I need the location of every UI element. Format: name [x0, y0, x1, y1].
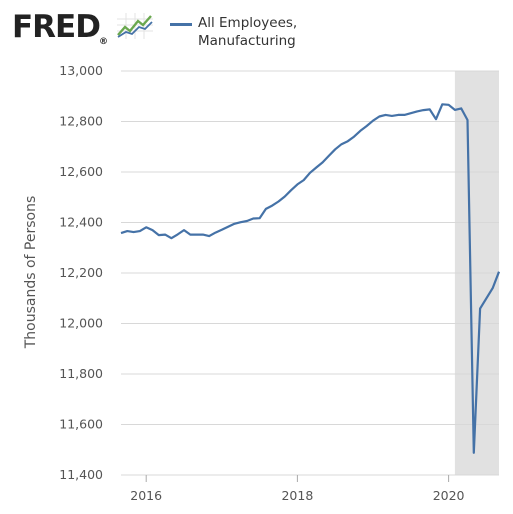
y-tick-label-7: 12,800 — [59, 114, 103, 129]
legend-series-label-line-1: All Employees, — [198, 15, 298, 31]
x-tick-label-1: 2018 — [281, 488, 313, 503]
series-line-0 — [120, 103, 501, 454]
fred-logo-text: FRED — [12, 9, 101, 45]
chart-header: FRED® All Employees, Manufacturing — [12, 8, 492, 52]
fred-logo[interactable]: FRED® — [12, 9, 108, 47]
y-tick-label-3: 12,000 — [59, 316, 103, 331]
fred-chart-icon — [117, 13, 153, 39]
legend-series-label-line-2: Manufacturing — [198, 33, 296, 49]
y-tick-label-5: 12,400 — [59, 215, 103, 230]
legend-series-label: All Employees, Manufacturing — [198, 14, 398, 50]
y-tick-label-2: 11,800 — [59, 366, 103, 381]
registered-mark: ® — [98, 37, 108, 47]
y-tick-label-0: 11,400 — [59, 467, 103, 482]
y-tick-label-6: 12,600 — [59, 164, 103, 179]
y-tick-label-8: 13,000 — [59, 63, 103, 78]
y-tick-label-4: 12,200 — [59, 265, 103, 280]
y-tick-label-1: 11,600 — [59, 417, 103, 432]
y-axis-label: Thousands of Persons — [23, 196, 39, 350]
x-tick-label-0: 2016 — [130, 488, 162, 503]
x-tick-label-2: 2020 — [433, 488, 465, 503]
legend-series-swatch — [170, 23, 192, 26]
